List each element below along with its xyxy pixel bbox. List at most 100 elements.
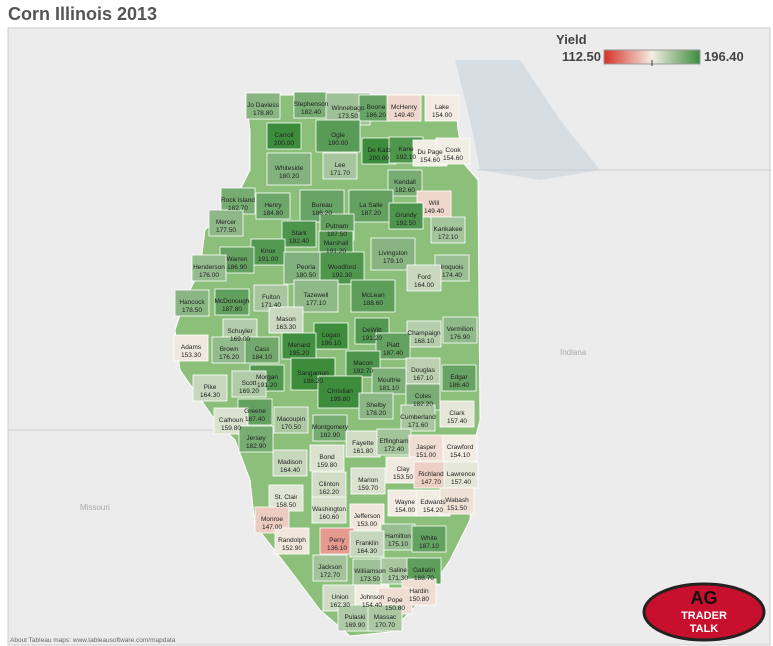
county: [376, 428, 412, 456]
county: [439, 400, 475, 428]
county: [266, 152, 312, 186]
county-name: Madison: [278, 459, 303, 466]
county-name: De Kalb: [367, 147, 391, 154]
county-name: McLean: [361, 292, 385, 299]
county-value: 172.10: [438, 234, 458, 241]
county: [315, 119, 361, 153]
county-value: 154.00: [432, 112, 452, 119]
county: [337, 604, 373, 632]
county: [250, 238, 286, 266]
county-name: Menard: [288, 342, 310, 349]
county: [443, 461, 479, 489]
county-name: Adams: [181, 344, 202, 351]
county-value: 164.40: [280, 467, 300, 474]
county: [208, 209, 244, 237]
county-name: Monroe: [261, 516, 283, 523]
county-name: Clinton: [319, 481, 340, 488]
county: [350, 467, 386, 495]
county-name: Cook: [445, 147, 461, 154]
county: [245, 92, 281, 120]
county-value: 157.40: [451, 479, 471, 486]
county-name: Lee: [335, 162, 346, 169]
county: [272, 449, 308, 477]
county-value: 182.90: [246, 443, 266, 450]
county-value: 167.10: [413, 375, 433, 382]
county: [319, 527, 355, 555]
county-name: Piatt: [386, 342, 399, 349]
county-value: 182.60: [395, 187, 415, 194]
county-name: Jasper: [416, 444, 436, 451]
county-value: 149.40: [394, 112, 414, 119]
county-value: 182.20: [413, 401, 433, 408]
county-name: Mason: [276, 316, 296, 323]
county-value: 180.20: [279, 173, 299, 180]
county-value: 154.00: [395, 507, 415, 514]
legend-title: Yield: [556, 32, 587, 47]
county-value: 173.50: [360, 576, 380, 583]
county-value: 173.50: [338, 113, 358, 120]
county-value: 169.00: [230, 336, 250, 343]
county-name: Hardin: [409, 588, 429, 595]
county: [192, 374, 228, 402]
county-name: Montgomery: [312, 424, 349, 431]
county-value: 136.10: [327, 545, 347, 552]
county-name: Marion: [358, 477, 378, 484]
county-name: Iroquois: [440, 264, 464, 271]
county-name: Union: [332, 594, 349, 601]
county-name: La Salle: [359, 202, 383, 209]
county-name: Christian: [327, 388, 353, 395]
attribution: About Tableau maps: www.tableausoftware.…: [10, 637, 176, 644]
county-value: 176.90: [450, 334, 470, 341]
county-name: Johnson: [360, 594, 385, 601]
county-name: Clark: [449, 410, 465, 417]
county-value: 187.40: [245, 416, 265, 423]
county: [441, 364, 477, 392]
county-name: Brown: [220, 346, 239, 353]
county: [319, 251, 365, 285]
county-name: Henderson: [193, 264, 225, 271]
county-name: Gallatin: [413, 567, 435, 574]
county-value: 195.20: [289, 350, 309, 357]
county-name: Jo Daviess: [247, 102, 280, 109]
county-value: 178.80: [253, 110, 273, 117]
county-value: 169.20: [239, 388, 259, 395]
county-value: 157.40: [447, 418, 467, 425]
county: [309, 444, 345, 472]
county-name: McDonough: [214, 298, 249, 305]
county: [375, 332, 411, 360]
county-value: 190.00: [328, 140, 348, 147]
county-name: Carroll: [274, 132, 294, 139]
county-value: 200.00: [369, 155, 389, 162]
county: [386, 94, 422, 122]
county-name: Fayette: [352, 440, 374, 447]
county: [413, 461, 449, 489]
county: [254, 506, 290, 534]
county-name: Lawrence: [447, 471, 476, 478]
county-value: 187.50: [327, 231, 347, 238]
legend-max: 196.40: [704, 49, 744, 64]
county-value: 154.60: [443, 155, 463, 162]
county-name: Peoria: [297, 264, 316, 271]
county-name: Schuyler: [227, 328, 253, 335]
county: [174, 289, 210, 317]
county-value: 151.50: [447, 505, 467, 512]
county-name: Calhoun: [219, 417, 244, 424]
county: [273, 406, 309, 434]
county-name: Grundy: [395, 212, 417, 219]
county-value: 199.80: [330, 396, 350, 403]
county-value: 191.00: [258, 256, 278, 263]
county: [387, 169, 423, 197]
county-name: Richland: [418, 471, 444, 478]
state-label: Indiana: [560, 348, 587, 357]
county-name: Morgan: [256, 374, 278, 381]
county-value: 171.70: [330, 170, 350, 177]
county-value: 154.40: [362, 602, 382, 609]
county: [350, 279, 396, 313]
county-value: 151.00: [416, 452, 436, 459]
county-value: 169.90: [345, 622, 365, 629]
county-value: 149.40: [424, 208, 444, 215]
county-value: 186.20: [366, 112, 386, 119]
county-name: Boone: [367, 104, 386, 111]
